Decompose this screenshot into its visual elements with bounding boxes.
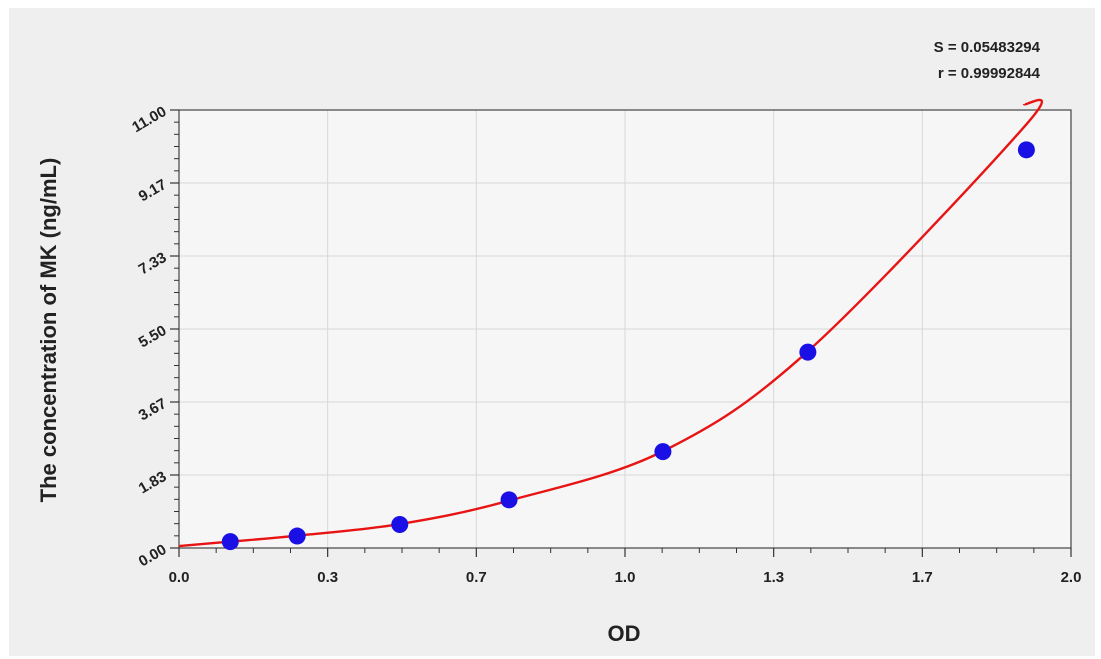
stat-s-value: S = 0.05483294 [934,39,1041,56]
data-point [1017,141,1035,159]
data-point [221,533,239,551]
data-point [654,443,672,461]
x-tick-label: 0.3 [317,569,338,586]
x-tick-label: 2.0 [1061,569,1082,586]
x-tick-label: 1.7 [912,569,933,586]
y-axis-title: The concentration of MK (ng/mL) [36,158,61,503]
x-tick-label: 0.0 [169,569,190,586]
x-tick-label: 0.7 [466,569,487,586]
x-tick-label: 1.3 [763,569,784,586]
stat-r-value: r = 0.99992844 [938,65,1041,82]
y-tick-label: 5.50 [136,322,170,351]
data-point [500,491,518,509]
data-point [391,516,409,534]
y-tick-label: 0.00 [136,541,170,570]
x-tick-label: 1.0 [615,569,636,586]
data-point [288,527,306,545]
y-tick-label: 3.67 [136,395,170,424]
y-tick-label: 11.00 [129,103,169,136]
y-tick-label: 1.83 [136,468,170,497]
fit-curve [178,98,1043,548]
x-axis-title: OD [608,621,641,646]
data-point [799,343,817,361]
y-tick-label: 7.33 [136,249,170,278]
y-tick-label: 9.17 [136,176,170,205]
